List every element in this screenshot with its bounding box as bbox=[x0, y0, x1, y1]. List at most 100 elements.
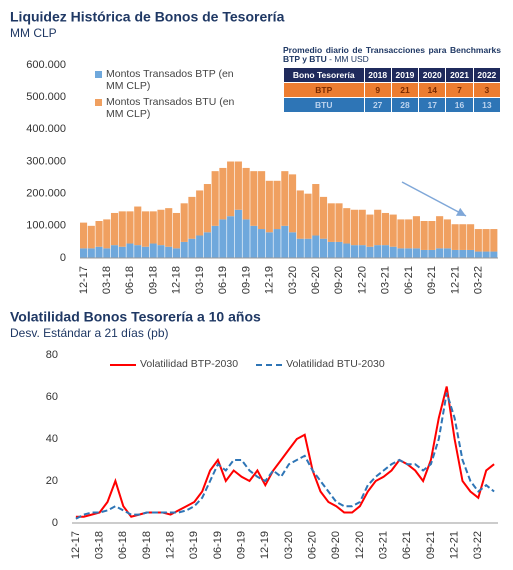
table-cell: 21 bbox=[390, 82, 420, 98]
bar-segment bbox=[412, 248, 420, 258]
chart-title: Liquidez Histórica de Bonos de Tesorería bbox=[10, 9, 285, 25]
bar-segment bbox=[110, 245, 119, 258]
bar-segment bbox=[234, 209, 242, 258]
x-tick-label: 06-20 bbox=[310, 266, 322, 294]
bar-segment bbox=[265, 180, 273, 233]
y-tick-label: 80 bbox=[46, 349, 58, 361]
legend-item: Volatilidad BTP-2030 bbox=[110, 358, 238, 370]
bar-segment bbox=[397, 248, 405, 258]
bar-segment bbox=[157, 209, 165, 246]
bar-segment bbox=[180, 241, 188, 258]
x-tick-label: 06-21 bbox=[403, 266, 415, 294]
legend-swatch bbox=[110, 364, 136, 366]
bar-segment bbox=[312, 235, 320, 258]
x-tick-label: 12-19 bbox=[259, 531, 271, 559]
bar-segment bbox=[118, 246, 126, 258]
bar-segment bbox=[296, 190, 304, 239]
header-cell: Bono Tesorería bbox=[283, 67, 365, 83]
x-tick-label: 03-19 bbox=[194, 266, 206, 294]
legend-item: Volatilidad BTU-2030 bbox=[256, 358, 385, 370]
bar-segment bbox=[165, 246, 173, 258]
x-tick-label: 03-22 bbox=[472, 531, 484, 559]
x-tick-label: 06-18 bbox=[124, 266, 136, 294]
bar-segment bbox=[451, 224, 459, 250]
bar-segment bbox=[312, 184, 320, 236]
bar-segment bbox=[80, 248, 88, 258]
bar-segment bbox=[103, 219, 111, 249]
header-row: Bono Tesorería 2018 2019 2020 2021 2022 bbox=[283, 67, 502, 83]
bar-segment bbox=[428, 221, 436, 250]
x-tick-label: 09-20 bbox=[333, 266, 345, 294]
bar-segment bbox=[203, 232, 211, 258]
bar-segment bbox=[242, 167, 250, 220]
bar-segment bbox=[80, 222, 88, 249]
bar-segment bbox=[289, 174, 297, 233]
bar-segment bbox=[126, 243, 134, 258]
bar-segment bbox=[381, 245, 390, 258]
series-line bbox=[75, 386, 495, 518]
legend-item: Montos Transados BTP (en MM CLP) bbox=[95, 68, 245, 92]
bar-segment bbox=[420, 249, 428, 258]
bar-segment bbox=[381, 212, 390, 246]
bar-segment bbox=[459, 224, 467, 250]
x-tick-label: 03-20 bbox=[287, 266, 299, 294]
table-cell: 17 bbox=[418, 97, 447, 113]
bar-segment bbox=[180, 203, 188, 242]
bar-segment bbox=[451, 249, 459, 258]
y-tick-label: 200.000 bbox=[26, 188, 66, 200]
bar-segment bbox=[467, 249, 475, 258]
chart-subtitle: Desv. Estándar a 21 días (pb) bbox=[10, 326, 169, 340]
x-tick-label: 12-17 bbox=[78, 266, 90, 294]
bar-segment bbox=[134, 206, 142, 246]
bar-segment bbox=[397, 219, 405, 249]
x-tick-label: 12-19 bbox=[264, 266, 276, 294]
header-cell: 2018 bbox=[363, 67, 392, 83]
chart-title: Volatilidad Bonos Tesorería a 10 años bbox=[10, 309, 261, 325]
header-cell: 2022 bbox=[472, 67, 502, 83]
bar-segment bbox=[141, 246, 150, 258]
bar-segment bbox=[482, 251, 490, 258]
x-tick-label: 03-18 bbox=[94, 531, 106, 559]
x-tick-label: 06-19 bbox=[217, 266, 229, 294]
bar-segment bbox=[405, 219, 413, 249]
bar-segment bbox=[366, 214, 374, 247]
bar-segment bbox=[227, 216, 235, 258]
bar-segment bbox=[87, 248, 95, 258]
bar-segment bbox=[219, 167, 227, 220]
table-cell: BTP bbox=[283, 82, 365, 98]
bar-segment bbox=[482, 229, 490, 252]
x-tick-label: 12-20 bbox=[356, 266, 368, 294]
bar-segment bbox=[110, 212, 119, 246]
bar-segment bbox=[289, 232, 297, 258]
legend-label: Volatilidad BTP-2030 bbox=[140, 358, 239, 370]
table-unit: - MM USD bbox=[329, 54, 369, 64]
bar-segment bbox=[87, 225, 95, 249]
x-tick-label: 12-21 bbox=[449, 266, 461, 294]
table-row: BTU 27 28 17 16 13 bbox=[283, 97, 502, 113]
bar-segment bbox=[227, 161, 235, 217]
bar-segment bbox=[412, 216, 420, 249]
legend: Volatilidad BTP-2030 Volatilidad BTU-2030 bbox=[110, 358, 385, 370]
x-tick-label: 06-19 bbox=[212, 531, 224, 559]
table-title: Promedio diario de Transacciones para Be… bbox=[283, 46, 501, 64]
bar-segment bbox=[258, 171, 266, 230]
header-cell: 2021 bbox=[445, 67, 474, 83]
table-row: BTP 9 21 14 7 3 bbox=[283, 82, 502, 98]
bar-segment bbox=[188, 238, 196, 258]
bar-segment bbox=[343, 243, 351, 258]
bar-segment bbox=[126, 211, 134, 244]
bar-segment bbox=[374, 245, 382, 258]
x-tick-label: 12-18 bbox=[171, 266, 183, 294]
bar-segment bbox=[219, 219, 227, 258]
summary-table: Promedio diario de Transacciones para Be… bbox=[283, 46, 502, 113]
bar-segment bbox=[95, 221, 103, 247]
bar-segment bbox=[428, 249, 436, 258]
bar-segment bbox=[273, 229, 281, 258]
x-tick-label: 06-18 bbox=[117, 531, 129, 559]
legend-label: Montos Transados BTU (en MM CLP) bbox=[106, 96, 235, 120]
bar-segment bbox=[242, 219, 250, 258]
bar-segment bbox=[490, 251, 498, 258]
legend-label: Montos Transados BTP (en MM CLP) bbox=[106, 68, 234, 92]
